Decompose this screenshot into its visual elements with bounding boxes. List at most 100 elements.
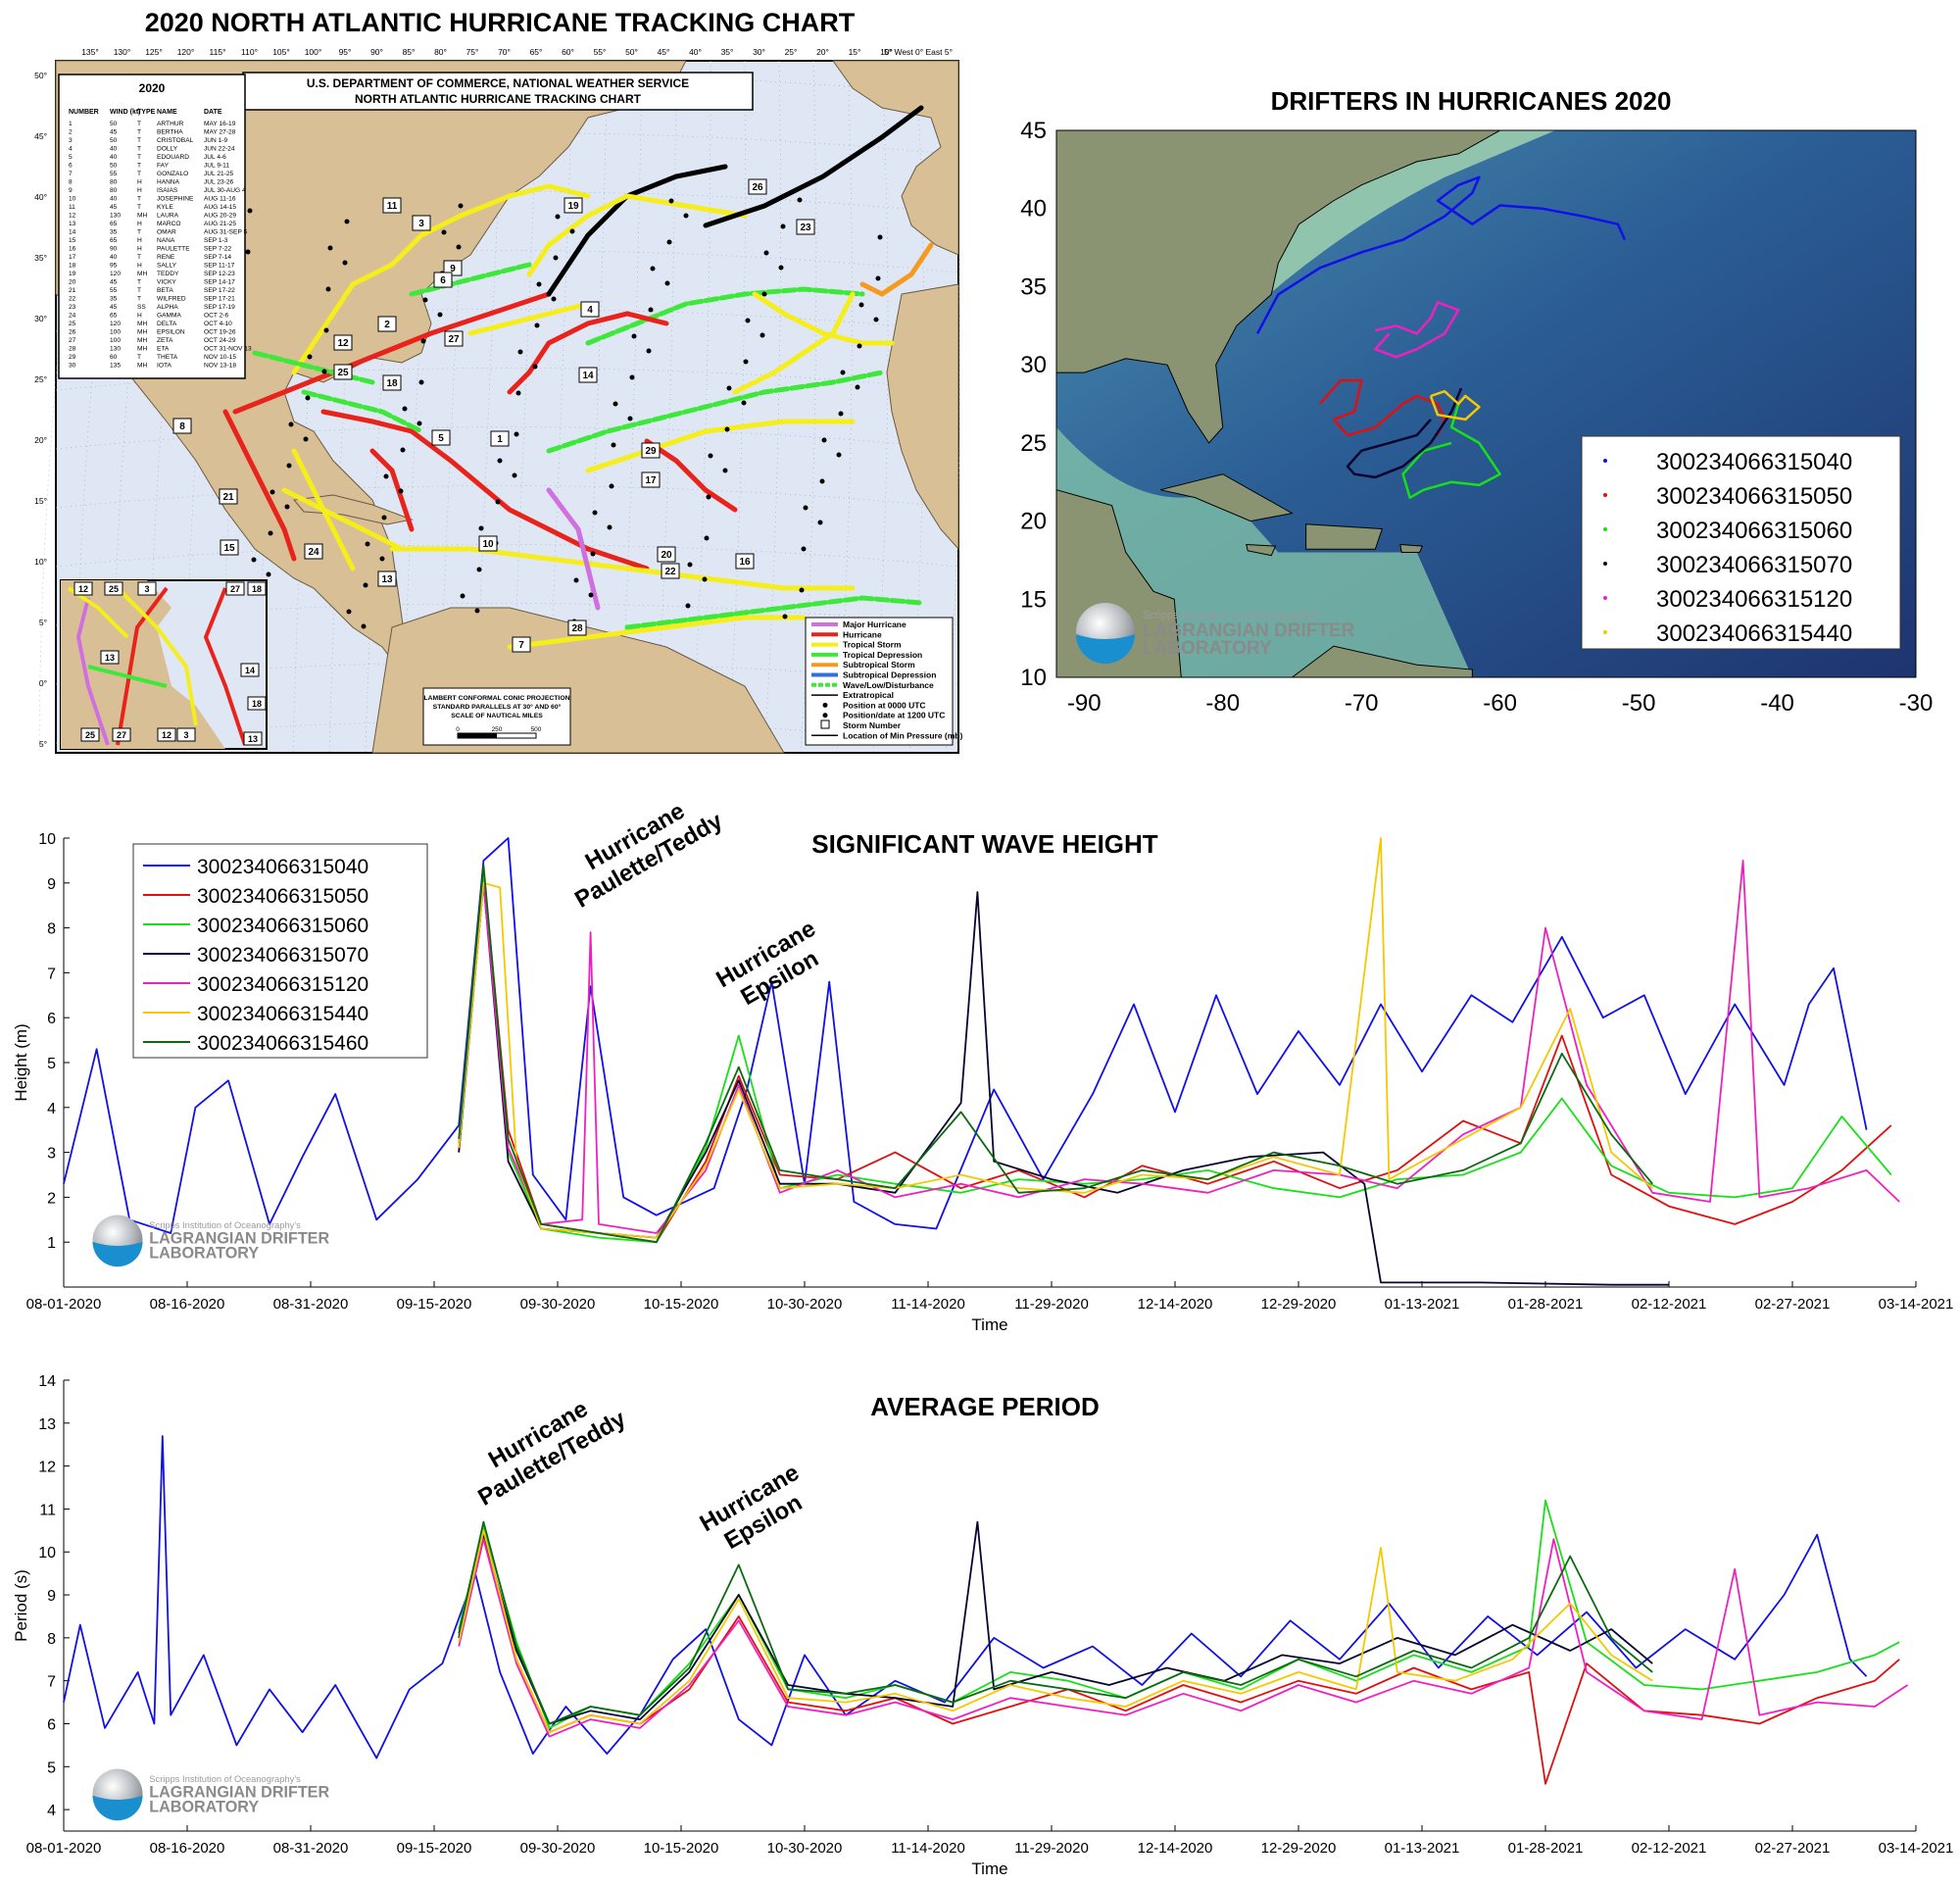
latitude-label: 50° bbox=[34, 71, 47, 80]
legend-box bbox=[1581, 435, 1901, 650]
longitude-label: 100° bbox=[305, 47, 322, 57]
storm-table-cell: NOV 10-15 bbox=[204, 354, 236, 361]
storm-table-cell: 50 bbox=[110, 137, 118, 144]
inset-storm-number: 27 bbox=[230, 584, 240, 594]
storm-table-cell: NOV 13-18 bbox=[204, 363, 236, 370]
storm-number-frame bbox=[219, 488, 238, 505]
y-tick-label: 40 bbox=[1020, 196, 1047, 223]
storm-track bbox=[301, 389, 424, 434]
storm-table-cell: T bbox=[137, 354, 141, 361]
y-tick-label: 3 bbox=[47, 1146, 56, 1163]
storm-table-cell: 50 bbox=[110, 163, 118, 170]
inset-storm-number: 13 bbox=[248, 734, 258, 744]
storm-number-label: 28 bbox=[571, 623, 583, 634]
track-position-dot bbox=[648, 307, 654, 313]
legend-label: Wave/Low/Disturbance bbox=[843, 680, 934, 690]
storm-track bbox=[320, 409, 650, 571]
storm-table-cell: 120 bbox=[110, 271, 121, 277]
inset-storm-track bbox=[87, 665, 168, 688]
storm-number-box: 8 bbox=[172, 418, 192, 434]
logo-line-2: LAGRANGIAN DRIFTER bbox=[149, 1229, 329, 1247]
storm-table-cell: 40 bbox=[110, 146, 118, 153]
storm-table-cell: SALLY bbox=[157, 263, 177, 270]
storm-table-cell: 25 bbox=[69, 321, 76, 327]
storm-track bbox=[624, 595, 924, 630]
track-position-dot bbox=[668, 198, 674, 204]
storm-table-cell: 9 bbox=[69, 187, 73, 194]
track-position-dot bbox=[532, 364, 538, 370]
storm-number-frame bbox=[578, 367, 598, 383]
track-position-dot bbox=[702, 576, 708, 582]
track-position-dot bbox=[763, 250, 769, 256]
x-tick-label: -30 bbox=[1899, 690, 1934, 717]
storm-table-cell: MH bbox=[137, 321, 147, 327]
inset-storm-number: 13 bbox=[105, 653, 115, 663]
track-position-dot bbox=[761, 291, 767, 297]
track-position-dot bbox=[666, 239, 672, 245]
storm-number-box: 11 bbox=[382, 197, 402, 214]
storm-table-cell: SEP 17-19 bbox=[204, 304, 235, 311]
storm-number-box: 21 bbox=[219, 488, 238, 505]
parallel-line bbox=[55, 426, 959, 450]
storm-table-cell: 1 bbox=[69, 121, 73, 127]
legend-label: Location of Min Pressure (mb) bbox=[843, 730, 962, 740]
storm-table-cell: SS bbox=[137, 304, 146, 311]
inset-storm-number-frame bbox=[104, 581, 123, 596]
storm-table-cell: CRISTOBAL bbox=[157, 137, 194, 144]
x-tick-label: 08-01-2020 bbox=[26, 1840, 102, 1857]
storm-table-cell: MAY 16-19 bbox=[204, 121, 236, 127]
storm-table-cell: ISAIAS bbox=[157, 187, 178, 194]
storm-number-box: 23 bbox=[796, 219, 815, 235]
lagrangian-logo: Scripps Institution of Oceanography'sLAG… bbox=[92, 1768, 329, 1821]
parallel-line bbox=[55, 250, 959, 273]
storm-table-cell: T bbox=[137, 154, 141, 161]
track-position-dot bbox=[780, 223, 786, 229]
land-cuba bbox=[1159, 473, 1294, 522]
storm-table-cell: H bbox=[137, 263, 142, 270]
storm-table-cell: EDOUARD bbox=[157, 154, 189, 161]
storm-track bbox=[232, 291, 552, 415]
legend-label: Extratropical bbox=[843, 690, 894, 700]
storm-number-label: 24 bbox=[308, 547, 319, 558]
y-tick-label: 9 bbox=[47, 876, 56, 893]
track-position-dot bbox=[743, 359, 749, 365]
track-position-dot bbox=[588, 592, 594, 598]
track-position-dot bbox=[801, 546, 807, 552]
track-position-dot bbox=[270, 489, 275, 495]
storm-table-title: 2020 bbox=[139, 81, 166, 95]
storm-number-frame bbox=[641, 442, 661, 459]
legend-label: Hurricane bbox=[843, 629, 882, 639]
x-tick-label: -70 bbox=[1345, 690, 1379, 717]
storm-number-label: 4 bbox=[587, 305, 593, 316]
x-tick-label: -50 bbox=[1622, 690, 1656, 717]
inset-storm-number-frame bbox=[80, 727, 100, 742]
storm-table-cell: 40 bbox=[110, 154, 118, 161]
track-position-dot bbox=[400, 447, 406, 453]
inset-storm-number-frame bbox=[225, 581, 245, 596]
track-legend-box bbox=[805, 617, 954, 746]
storm-number-box: 18 bbox=[382, 374, 402, 391]
x-axis-label: Time bbox=[971, 1315, 1007, 1334]
storm-table-cell: 2 bbox=[69, 129, 73, 136]
legend-label: Tropical Storm bbox=[843, 640, 902, 650]
storm-number-box: 26 bbox=[748, 178, 767, 195]
legend-label: 300234066315040 bbox=[197, 856, 368, 878]
series-line bbox=[458, 860, 1900, 1234]
storm-table-cell: AUG 21-25 bbox=[204, 221, 236, 227]
storm-number-frame bbox=[735, 553, 755, 570]
track-position-dot bbox=[437, 312, 443, 318]
scale-bar-fill bbox=[458, 733, 497, 738]
inset-storm-track bbox=[75, 597, 110, 746]
storm-table-box bbox=[58, 74, 246, 379]
track-position-dot bbox=[456, 244, 462, 250]
storm-table-cell: JUN 22-24 bbox=[204, 146, 235, 153]
storm-number-label: 16 bbox=[739, 557, 751, 568]
longitude-label: 60° bbox=[562, 47, 574, 57]
track-position-dot bbox=[840, 370, 846, 375]
storm-table-cell: H bbox=[137, 246, 142, 253]
storm-table-cell: T bbox=[137, 287, 141, 294]
longitude-label: 95° bbox=[339, 47, 352, 57]
storm-table-cell: 65 bbox=[110, 237, 118, 244]
y-tick-label: 8 bbox=[47, 1631, 56, 1648]
storm-number-label: 29 bbox=[645, 446, 657, 457]
